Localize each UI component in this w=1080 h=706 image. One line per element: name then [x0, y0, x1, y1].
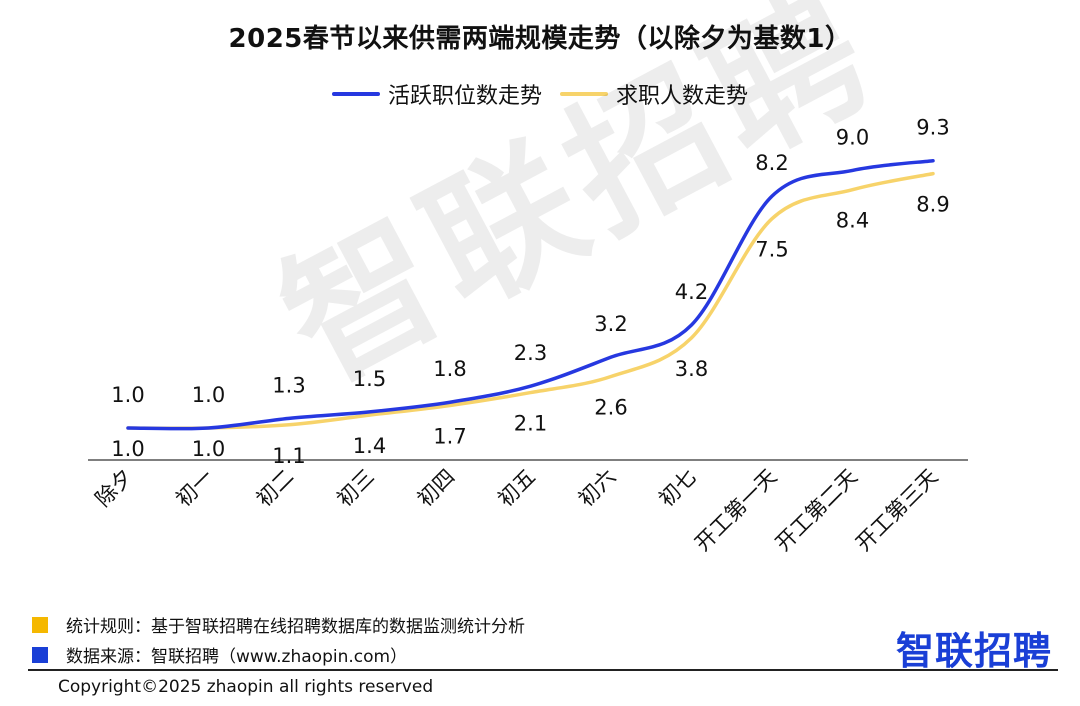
x-tick-label-6: 初六 [574, 465, 621, 512]
line-chart: 1.0 1.0 1.3 1.5 1.8 2.3 3.2 4.2 8.2 9.0 9.3 1.0 1.0 1… [88, 116, 968, 556]
data-label-seekers-5: 2.1 [514, 412, 547, 436]
legend-swatch-jobs [331, 92, 380, 96]
x-tick-label-3: 初三 [332, 465, 379, 512]
brand-logo: 智联招聘 [895, 629, 1052, 673]
note-rule: 统计规则：基于智联招聘在线招聘数据库的数据监测统计分析 [32, 612, 525, 637]
x-tick-label-1: 初一 [171, 465, 218, 512]
plot-area: 1.0 1.0 1.3 1.5 1.8 2.3 3.2 4.2 8.2 9.0 9.3 1.0 1.0 1… [88, 116, 968, 556]
note-source-text: 数据来源：智联招聘（www.zhaopin.com） [66, 647, 408, 667]
data-label-jobs-4: 1.8 [433, 357, 466, 381]
data-label-jobs-9: 9.0 [836, 125, 869, 149]
series-line-seekers [126, 171, 935, 430]
data-label-seekers-2: 1.1 [272, 444, 305, 468]
note-source: 数据来源：智联招聘（www.zhaopin.com） [32, 642, 407, 667]
x-tick-label-0: 除夕 [91, 465, 138, 512]
data-label-seekers-10: 8.9 [916, 193, 949, 217]
data-label-jobs-5: 2.3 [514, 341, 547, 365]
data-label-jobs-10: 9.3 [916, 116, 949, 140]
copyright-text: Copyright©2025 zhaopin all rights reserv… [58, 677, 434, 697]
data-label-seekers-6: 2.6 [594, 395, 627, 419]
legend-swatch-seekers [560, 92, 608, 96]
x-tick-label-2: 初二 [252, 465, 299, 512]
data-label-jobs-7: 4.2 [675, 280, 708, 304]
legend-item-jobs: 活跃职位数走势 [331, 78, 542, 110]
x-tick-label-4: 初四 [413, 465, 460, 512]
note-rule-square [32, 616, 48, 633]
data-label-seekers-3: 1.4 [353, 434, 386, 458]
x-tick-label-5: 初五 [493, 465, 540, 512]
note-rule-text: 统计规则：基于智联招聘在线招聘数据库的数据监测统计分析 [66, 617, 525, 637]
data-label-jobs-2: 1.3 [272, 373, 305, 397]
chart-legend: 活跃职位数走势 求职人数走势 [0, 78, 1080, 110]
legend-item-seekers: 求职人数走势 [560, 78, 748, 110]
data-label-jobs-1: 1.0 [192, 383, 225, 407]
footer-divider [28, 669, 1058, 671]
data-label-jobs-6: 3.2 [594, 312, 627, 336]
x-tick-label-9: 开工第二天 [771, 465, 862, 556]
data-label-seekers-4: 1.7 [433, 424, 466, 448]
legend-label-jobs: 活跃职位数走势 [387, 84, 542, 109]
chart-title: 2025春节以来供需两端规模走势（以除夕为基数1） [228, 24, 852, 54]
data-label-seekers-8: 7.5 [755, 238, 788, 262]
x-tick-label-10: 开工第三天 [851, 465, 942, 556]
data-label-jobs-0: 1.0 [111, 383, 144, 407]
series-line-jobs [126, 158, 935, 431]
x-tick-label-7: 初七 [654, 465, 701, 512]
data-label-seekers-7: 3.8 [675, 357, 708, 381]
data-label-jobs-8: 8.2 [755, 151, 788, 175]
data-label-seekers-9: 8.4 [836, 209, 869, 233]
data-label-jobs-3: 1.5 [353, 367, 386, 391]
legend-label-seekers: 求职人数走势 [616, 84, 749, 109]
note-source-square [32, 646, 48, 663]
x-tick-label-8: 开工第一天 [690, 465, 781, 556]
data-label-seekers-1: 1.0 [192, 437, 225, 461]
data-label-seekers-0: 1.0 [111, 437, 144, 461]
